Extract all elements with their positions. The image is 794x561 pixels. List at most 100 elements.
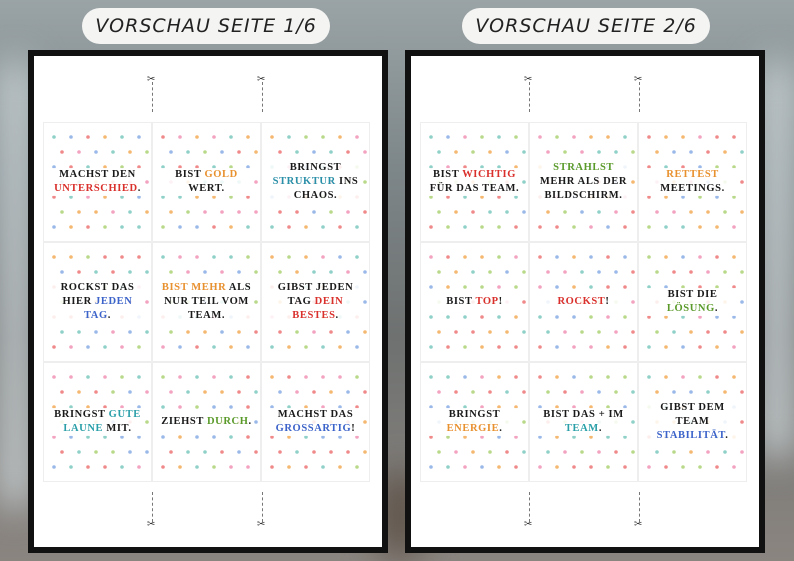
text-segment: INS CHAOS. bbox=[293, 176, 359, 201]
dot bbox=[94, 330, 98, 334]
dot bbox=[740, 150, 744, 154]
dot bbox=[363, 270, 367, 274]
dot bbox=[278, 210, 282, 214]
text-segment: UNTERSCHIED bbox=[54, 183, 138, 194]
dot bbox=[145, 390, 149, 394]
dot bbox=[52, 345, 56, 349]
dot bbox=[186, 210, 190, 214]
card: ROCKST DAS HIER JEDEN TAG. bbox=[43, 242, 152, 362]
dot bbox=[681, 375, 685, 379]
dot bbox=[546, 270, 550, 274]
dot bbox=[589, 345, 593, 349]
text-segment: STABILITÄT bbox=[656, 430, 726, 441]
dot bbox=[363, 450, 367, 454]
dot bbox=[689, 450, 693, 454]
card: BIST MEHR ALS NUR TEIL VOM TEAM. bbox=[152, 242, 261, 362]
dot bbox=[145, 210, 149, 214]
dot bbox=[94, 210, 98, 214]
dot bbox=[169, 210, 173, 214]
dot bbox=[186, 330, 190, 334]
dot bbox=[454, 150, 458, 154]
dot bbox=[589, 285, 593, 289]
dot bbox=[555, 135, 559, 139]
dot bbox=[295, 270, 299, 274]
dots bbox=[52, 375, 149, 469]
text-segment: . bbox=[137, 183, 141, 194]
dot bbox=[446, 375, 450, 379]
dot bbox=[631, 300, 635, 304]
dot bbox=[321, 405, 325, 409]
dot bbox=[672, 450, 676, 454]
dot bbox=[229, 465, 233, 469]
dot bbox=[94, 150, 98, 154]
dot bbox=[220, 450, 224, 454]
cut-line bbox=[529, 82, 531, 112]
dot bbox=[698, 315, 702, 319]
dot bbox=[270, 345, 274, 349]
dot bbox=[321, 255, 325, 259]
dot bbox=[631, 180, 635, 184]
dot bbox=[69, 225, 73, 229]
dot bbox=[161, 165, 165, 169]
dot bbox=[128, 270, 132, 274]
dot bbox=[664, 375, 668, 379]
dot bbox=[220, 270, 224, 274]
dot bbox=[111, 270, 115, 274]
dot bbox=[505, 210, 509, 214]
text-segment: . bbox=[725, 430, 729, 441]
dot bbox=[161, 255, 165, 259]
dot bbox=[363, 330, 367, 334]
dot bbox=[606, 225, 610, 229]
dot bbox=[60, 390, 64, 394]
dot bbox=[480, 255, 484, 259]
dot bbox=[229, 345, 233, 349]
dot bbox=[363, 180, 367, 184]
dot bbox=[698, 135, 702, 139]
card-text: BIST DAS + IM TEAM. bbox=[536, 408, 631, 436]
dot bbox=[681, 195, 685, 199]
dot bbox=[647, 135, 651, 139]
dot bbox=[555, 225, 559, 229]
dot bbox=[471, 330, 475, 334]
dot bbox=[740, 330, 744, 334]
dot bbox=[220, 150, 224, 154]
dot bbox=[698, 375, 702, 379]
dot bbox=[715, 465, 719, 469]
text-segment: BRINGST bbox=[289, 162, 342, 173]
dot bbox=[203, 270, 207, 274]
dot bbox=[86, 435, 90, 439]
dot bbox=[103, 195, 107, 199]
dot bbox=[572, 375, 576, 379]
text-segment: WICHTIG bbox=[462, 169, 516, 180]
dot bbox=[715, 195, 719, 199]
dot bbox=[589, 225, 593, 229]
dot bbox=[538, 405, 542, 409]
text-segment: ZIEHST bbox=[161, 416, 207, 427]
dot bbox=[514, 345, 518, 349]
dot bbox=[195, 465, 199, 469]
dot bbox=[437, 450, 441, 454]
dot bbox=[120, 405, 124, 409]
dot bbox=[161, 135, 165, 139]
dot bbox=[287, 375, 291, 379]
dot bbox=[145, 270, 149, 274]
dot bbox=[246, 135, 250, 139]
dot bbox=[287, 135, 291, 139]
dot bbox=[555, 465, 559, 469]
dot bbox=[572, 435, 576, 439]
card: BRINGST GUTE LAUNE MIT. bbox=[43, 362, 152, 482]
dot bbox=[698, 165, 702, 169]
dot bbox=[664, 135, 668, 139]
dot bbox=[463, 255, 467, 259]
dot bbox=[195, 345, 199, 349]
dot bbox=[86, 165, 90, 169]
text-segment: BIST MEHR bbox=[161, 282, 227, 293]
dot bbox=[77, 270, 81, 274]
dot bbox=[304, 255, 308, 259]
dot bbox=[137, 255, 141, 259]
dot bbox=[246, 195, 250, 199]
dot bbox=[715, 135, 719, 139]
dot bbox=[363, 300, 367, 304]
dot bbox=[655, 210, 659, 214]
dot bbox=[497, 315, 501, 319]
